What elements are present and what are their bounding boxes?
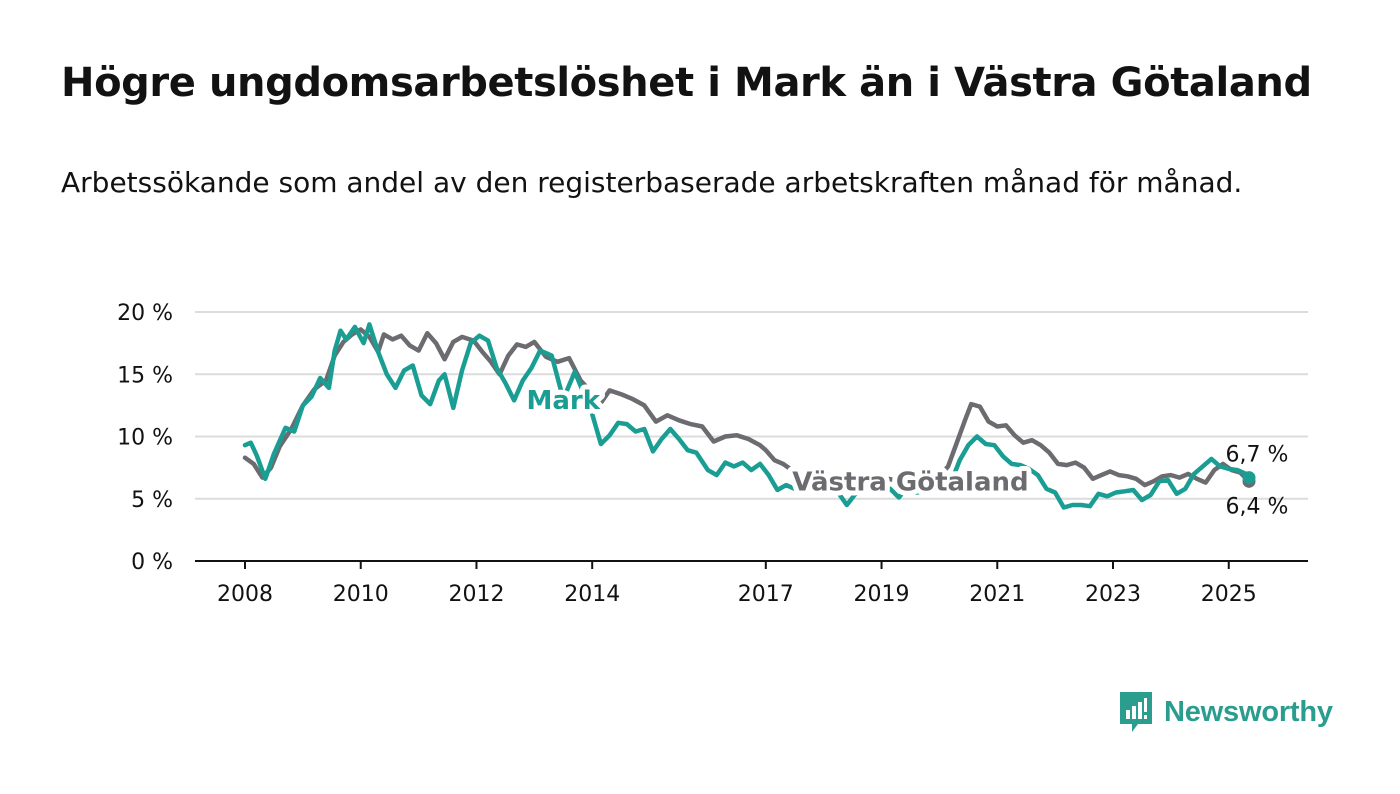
chart-subtitle: Arbetssökande som andel av den registerb… (61, 166, 1243, 199)
series-line-v-stra-g-taland (242, 327, 1252, 488)
end-value-label-mark: 6,7 % (1226, 443, 1289, 468)
brand-logo: Newsworthy (1118, 690, 1333, 734)
x-tick-label: 2019 (854, 582, 910, 607)
series-label-halo: Mark (527, 386, 601, 416)
series-label: Västra Götaland (792, 467, 1028, 497)
x-tick-label: 2023 (1085, 582, 1141, 607)
series-label-halo: Västra Götaland (792, 467, 1028, 497)
y-tick-label: 15 % (117, 363, 173, 388)
x-tick-label: 2010 (333, 582, 389, 607)
series-label: Mark (527, 386, 601, 416)
end-value-label-vg: 6,4 % (1226, 494, 1289, 519)
brand-name: Newsworthy (1164, 695, 1333, 728)
series-end-point (1242, 471, 1256, 485)
y-tick-label: 20 % (117, 301, 173, 326)
series-line-mark (242, 322, 1252, 510)
x-tick-label: 2008 (217, 582, 273, 607)
y-tick-label: 0 % (131, 550, 173, 575)
x-tick-label: 2021 (969, 582, 1025, 607)
x-tick-label: 2014 (564, 582, 620, 607)
x-tick-label: 2025 (1201, 582, 1257, 607)
chart-title: Högre ungdomsarbetslöshet i Mark än i Vä… (61, 60, 1312, 106)
y-tick-label: 10 % (117, 426, 173, 451)
newsworthy-bar-chart-icon (1120, 692, 1152, 732)
x-tick-label: 2012 (448, 582, 504, 607)
y-tick-label: 5 % (131, 488, 173, 513)
x-tick-label: 2017 (738, 582, 794, 607)
